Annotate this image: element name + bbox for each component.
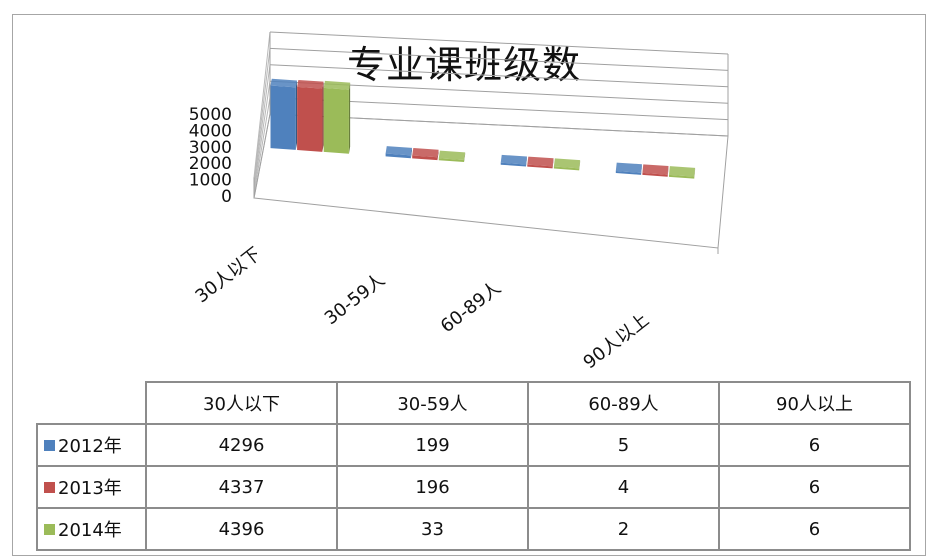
table-cell: 4 — [528, 466, 719, 508]
table-cell: 33 — [337, 508, 528, 550]
x-tick-label: 90人以上 — [580, 309, 654, 373]
gridline — [270, 48, 728, 70]
table-cell: 6 — [719, 466, 910, 508]
bar — [297, 87, 322, 152]
bar-side — [322, 82, 323, 152]
table-row: 2013年 4337 196 4 6 — [37, 466, 910, 508]
table-cell: 6 — [719, 508, 910, 550]
x-tick-label: 30人以下 — [192, 243, 266, 307]
y-tick-label: 5000 — [189, 105, 232, 125]
legend-swatch — [44, 524, 55, 535]
bar — [271, 86, 296, 150]
gridline — [270, 32, 728, 54]
table-header-cell: 30-59人 — [337, 382, 528, 424]
wall-gridline — [254, 81, 270, 190]
legend-swatch — [44, 440, 55, 451]
table-header-cell: 60-89人 — [528, 382, 719, 424]
table-corner — [37, 382, 146, 424]
bar — [324, 88, 349, 154]
table-cell: 5 — [528, 424, 719, 466]
bar-top — [669, 166, 695, 177]
legend-swatch — [44, 482, 55, 493]
series-name: 2014年 — [58, 520, 122, 541]
table-header-cell: 90人以上 — [719, 382, 910, 424]
table-header-row: 30人以下 30-59人 60-89人 90人以上 — [37, 382, 910, 424]
series-name: 2013年 — [58, 478, 122, 499]
table-row: 2012年 4296 199 5 6 — [37, 424, 910, 466]
x-tick-label: 30-59人 — [321, 269, 389, 329]
legend-entry: 2013年 — [37, 466, 146, 508]
table-cell: 4396 — [146, 508, 337, 550]
legend-entry: 2014年 — [37, 508, 146, 550]
table-cell: 6 — [719, 424, 910, 466]
x-tick-label: 60-89人 — [437, 277, 505, 337]
bar-top — [642, 164, 668, 174]
table-row: 2014年 4396 33 2 6 — [37, 508, 910, 550]
bar-side — [349, 83, 350, 154]
table-cell: 4296 — [146, 424, 337, 466]
legend-entry: 2012年 — [37, 424, 146, 466]
table-cell: 2 — [528, 508, 719, 550]
table-cell: 199 — [337, 424, 528, 466]
table-cell: 4337 — [146, 466, 337, 508]
data-table: 30人以下 30-59人 60-89人 90人以上 2012年 4296 199… — [36, 381, 911, 551]
table-cell: 196 — [337, 466, 528, 508]
table-header-cell: 30人以下 — [146, 382, 337, 424]
series-name: 2012年 — [58, 436, 122, 457]
bar-side — [296, 80, 297, 149]
